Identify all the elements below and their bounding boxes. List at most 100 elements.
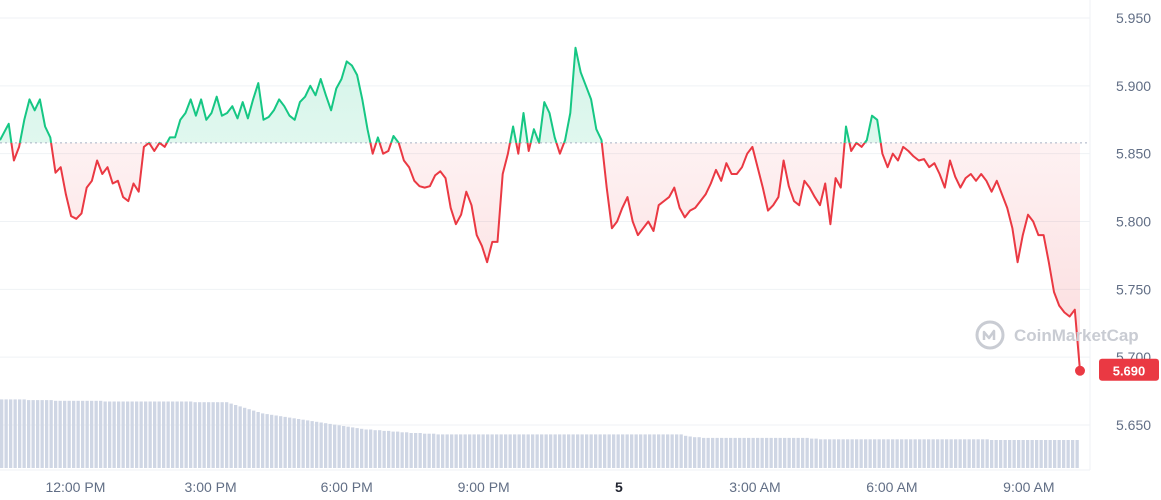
volume-bar <box>963 439 967 468</box>
volume-bar <box>315 421 319 468</box>
volume-bar <box>949 439 953 468</box>
y-tick-label: 5.750 <box>1116 281 1151 297</box>
volume-bar <box>981 439 985 468</box>
volume-bar <box>544 434 548 468</box>
volume-bar <box>490 434 494 468</box>
volume-bar <box>108 401 112 468</box>
volume-bar <box>945 439 949 468</box>
volume-bar <box>418 433 422 468</box>
x-tick-label: 5 <box>615 479 623 495</box>
volume-bar <box>756 437 760 468</box>
volume-bar <box>702 437 706 468</box>
volume-bar <box>49 400 53 468</box>
volume-bar <box>679 434 683 468</box>
x-tick-label: 6:00 PM <box>321 479 373 495</box>
volume-bar <box>261 413 265 468</box>
volume-bar <box>607 434 611 468</box>
volume-bar <box>279 416 283 468</box>
volume-bar <box>40 400 44 468</box>
volume-bar <box>814 438 818 468</box>
volume-bar <box>1030 440 1034 468</box>
volume-bar <box>810 438 814 468</box>
volume-bar <box>765 437 769 468</box>
volume-bar <box>819 439 823 468</box>
volume-bar <box>940 439 944 468</box>
volume-bar <box>846 439 850 468</box>
volume-bar <box>333 424 337 468</box>
volume-bar <box>567 434 571 468</box>
volume-bar <box>841 439 845 468</box>
volume-bar <box>1017 440 1021 468</box>
volume-bar <box>499 434 503 468</box>
volume-bar <box>297 419 301 468</box>
volume-bar <box>918 439 922 468</box>
volume-bar <box>958 439 962 468</box>
volume-bar <box>909 439 913 468</box>
volume-bar <box>634 434 638 468</box>
volume-bar <box>760 437 764 468</box>
volume-bar <box>450 434 454 468</box>
volume-bar <box>688 436 692 468</box>
volume-bar <box>576 434 580 468</box>
volume-bar <box>9 399 13 468</box>
volume-bar <box>882 439 886 468</box>
volume-bar <box>625 434 629 468</box>
volume-bar <box>54 400 58 468</box>
volume-bar <box>342 426 346 468</box>
volume-bar <box>189 401 193 468</box>
volume-bar <box>823 439 827 468</box>
volume-bar <box>913 439 917 468</box>
price-line-down <box>10 142 1081 371</box>
volume-bar <box>531 434 535 468</box>
volume-bar <box>306 420 310 468</box>
volume-bar <box>729 437 733 468</box>
volume-bar <box>337 425 341 468</box>
volume-bar <box>486 434 490 468</box>
y-tick-label: 5.850 <box>1116 146 1151 162</box>
volume-bar <box>693 437 697 468</box>
volume-bar <box>351 427 355 468</box>
volume-bar <box>166 401 170 468</box>
volume-bar <box>67 400 71 468</box>
volume-bar <box>549 434 553 468</box>
volume-bar <box>612 434 616 468</box>
volume-bar <box>774 437 778 468</box>
volume-bar <box>36 400 40 468</box>
volume-bar <box>81 400 85 468</box>
volume-bar <box>198 402 202 468</box>
volume-bar <box>706 437 710 468</box>
volume-bar <box>724 437 728 468</box>
volume-bar <box>900 439 904 468</box>
volume-bar <box>891 439 895 468</box>
volume-bar <box>157 401 161 468</box>
volume-bar <box>873 439 877 468</box>
volume-bar <box>670 434 674 468</box>
volume-bar <box>121 401 125 468</box>
volume-bar <box>1044 440 1048 468</box>
volume-bar <box>540 434 544 468</box>
volume-bar <box>904 439 908 468</box>
volume-bar <box>585 434 589 468</box>
y-tick-label: 5.800 <box>1116 214 1151 230</box>
volume-bar <box>346 426 350 468</box>
y-tick-label: 5.650 <box>1116 417 1151 433</box>
volume-bar <box>283 416 287 468</box>
volume-bar <box>936 439 940 468</box>
volume-bar <box>387 430 391 468</box>
volume-bar <box>832 439 836 468</box>
volume-bar <box>999 440 1003 468</box>
volume-bar <box>1071 440 1075 468</box>
volume-bar <box>1026 440 1030 468</box>
volume-bar <box>630 434 634 468</box>
volume-bar <box>4 399 8 468</box>
volume-bar <box>436 434 440 468</box>
volume-bar <box>427 433 431 468</box>
volume-bar <box>535 434 539 468</box>
volume-bar <box>265 414 269 468</box>
volume-bar <box>360 428 364 468</box>
volume-bar <box>1062 440 1066 468</box>
volume-bar <box>270 414 274 468</box>
volume-bar <box>193 402 197 468</box>
volume-bar <box>63 400 67 468</box>
volume-bar <box>666 434 670 468</box>
